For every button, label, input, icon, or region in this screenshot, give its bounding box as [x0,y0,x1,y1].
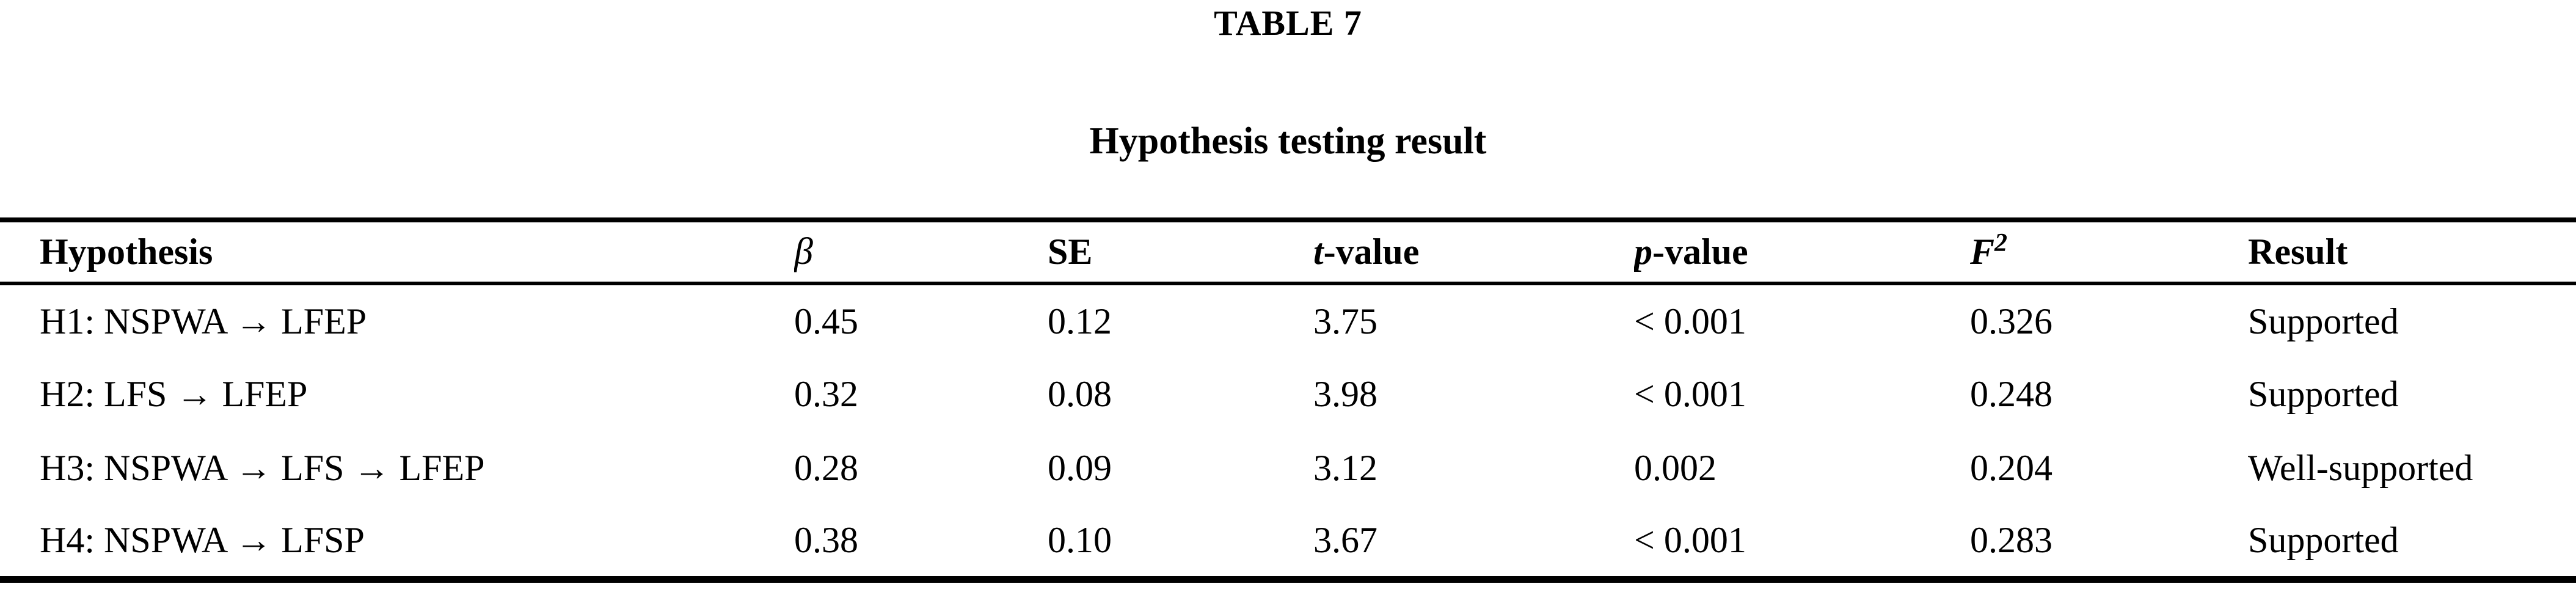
cell-f-squared: 0.326 [1970,301,2052,341]
cell-result: Supported [2248,520,2399,561]
cell-t-value: 3.12 [1313,448,1377,488]
table-header-row: Hypothesis β SE t-value p-value F2 Resul… [0,220,2576,283]
table-caption: Hypothesis testing result [1089,120,1487,162]
column-header-result: Result [2248,232,2348,272]
cell-t-value: 3.67 [1313,520,1377,561]
column-header-beta: β [794,220,1048,283]
cell-p-value: < 0.001 [1634,520,1746,561]
table-row: H4: NSPWA → LFSP 0.38 0.10 3.67 < 0.001 … [0,505,2576,579]
cell-result: Supported [2248,374,2399,414]
cell-beta: 0.38 [794,520,858,561]
hypothesis-results-table: Hypothesis β SE t-value p-value F2 Resul… [0,217,2576,583]
cell-f-squared: 0.248 [1970,374,2052,414]
table-body: H1: NSPWA → LFEP 0.45 0.12 3.75 < 0.001 … [0,283,2576,579]
column-header-t-value: t-value [1313,232,1420,272]
cell-se: 0.08 [1048,374,1112,414]
cell-t-value: 3.98 [1313,374,1377,414]
table-row: H1: NSPWA → LFEP 0.45 0.12 3.75 < 0.001 … [0,283,2576,357]
column-header-p-value: p-value [1634,232,1748,272]
cell-hypothesis: H2: LFS → LFEP [40,374,308,414]
table-number-title: TABLE 7 [1214,3,1362,43]
cell-p-value: 0.002 [1634,448,1717,488]
cell-p-value: < 0.001 [1634,301,1746,341]
cell-beta: 0.28 [794,448,858,488]
cell-beta: 0.32 [794,374,858,414]
cell-p-value: < 0.001 [1634,374,1746,414]
cell-se: 0.12 [1048,301,1112,341]
column-header-se: SE [1048,232,1093,272]
table-row: H2: LFS → LFEP 0.32 0.08 3.98 < 0.001 0.… [0,357,2576,431]
cell-beta: 0.45 [794,301,858,341]
cell-result: Supported [2248,301,2399,341]
cell-se: 0.09 [1048,448,1112,488]
cell-se: 0.10 [1048,520,1112,561]
cell-hypothesis: H4: NSPWA → LFSP [40,520,365,561]
beta-symbol: β [794,231,813,272]
cell-result: Well-supported [2248,448,2473,488]
cell-t-value: 3.75 [1313,301,1377,341]
column-header-f-squared: F2 [1970,229,2008,272]
cell-hypothesis: H3: NSPWA → LFS → LFEP [40,448,485,488]
table-row: H3: NSPWA → LFS → LFEP 0.28 0.09 3.12 0.… [0,431,2576,505]
cell-f-squared: 0.283 [1970,520,2052,561]
cell-f-squared: 0.204 [1970,448,2052,488]
cell-hypothesis: H1: NSPWA → LFEP [40,301,367,341]
column-header-hypothesis: Hypothesis [40,232,213,272]
